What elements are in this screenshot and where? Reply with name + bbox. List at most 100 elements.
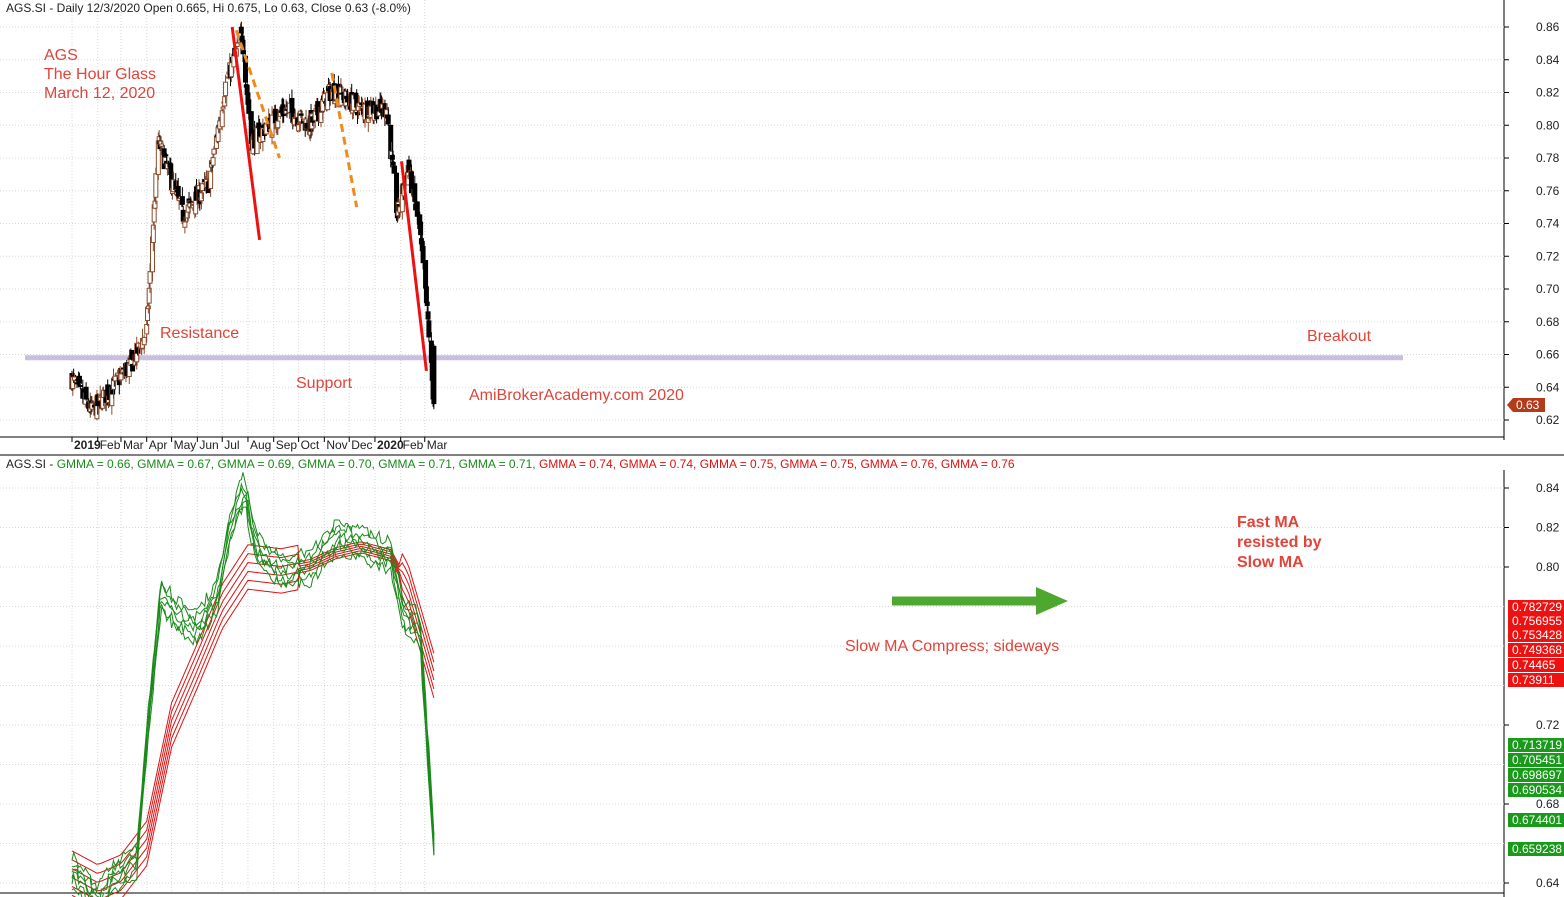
- price-tick-label: 0.72: [1536, 249, 1560, 263]
- candle-body: [219, 110, 225, 128]
- gmma-tick-label: 0.82: [1536, 521, 1560, 535]
- trend-line: [234, 29, 281, 159]
- candle-body: [150, 224, 156, 244]
- gmma-legend-item: GMMA = 0.71,: [459, 457, 539, 471]
- candle-body: [83, 386, 89, 400]
- slow-value-label: 0.73911: [1512, 673, 1555, 687]
- price-tick-label: 0.64: [1536, 380, 1560, 394]
- candle-body: [275, 120, 281, 129]
- annotation-support: Support: [296, 375, 353, 392]
- annotation-hour-glass: The Hour Glass: [44, 66, 156, 83]
- candle-body: [424, 301, 430, 307]
- candle-body: [390, 162, 396, 166]
- gmma-legend-item: GMMA = 0.75,: [780, 457, 860, 471]
- candle-body: [163, 154, 169, 157]
- candle-body: [296, 122, 302, 125]
- gmma-legend-item: GMMA = 0.76: [941, 457, 1015, 471]
- fast-value-label: 0.698697: [1512, 768, 1562, 782]
- candle-body: [298, 113, 304, 116]
- gmma-legend-item: GMMA = 0.66,: [57, 457, 137, 471]
- price-tick-label: 0.62: [1536, 413, 1560, 427]
- sideways-arrow-head: [1036, 587, 1068, 615]
- slow-value-box: [1508, 673, 1564, 687]
- trend-line: [330, 72, 359, 208]
- sideways-arrow: [892, 587, 1068, 615]
- candle-body: [391, 165, 397, 174]
- candle-body: [423, 259, 429, 289]
- fast-value-label: 0.705451: [1512, 753, 1562, 767]
- fast-value-box: [1508, 813, 1564, 827]
- candle-body: [179, 196, 185, 205]
- candle-body: [414, 201, 420, 217]
- candle-body: [146, 287, 152, 304]
- candle-body: [147, 271, 153, 284]
- candle-body: [180, 209, 186, 222]
- month-tick-label: Dec: [351, 438, 372, 452]
- candle-body: [365, 117, 371, 123]
- gmma-fast-lines: [71, 472, 435, 897]
- annotation-fast-ma-2: resisted by: [1237, 534, 1322, 551]
- month-tick-label: Apr: [149, 438, 168, 452]
- candle-body: [198, 192, 204, 202]
- price-tick-label: 0.84: [1536, 53, 1560, 67]
- candle-body: [159, 143, 165, 147]
- candle-body: [418, 221, 424, 236]
- month-tick-label: Aug: [250, 438, 271, 452]
- month-tick-label: Sep: [276, 438, 298, 452]
- month-tick-label: 2020: [377, 438, 404, 452]
- month-tick-label: Oct: [301, 438, 320, 452]
- fast-value-box: [1508, 753, 1564, 767]
- gmma-panel-title: AGS.SI - GMMA = 0.66, GMMA = 0.67, GMMA …: [6, 457, 1015, 471]
- gmma-fast-line: [71, 486, 435, 897]
- price-y-ticks: 0.86 0.84 0.82 0.80 0.78 0.76 0.74 0.72 0.70 0.68…: [1504, 20, 1560, 427]
- trend-lines: [230, 26, 428, 372]
- candle-body: [145, 306, 151, 322]
- month-tick-label: Mar: [123, 438, 144, 452]
- candle-body: [77, 384, 83, 387]
- gmma-legend-item: GMMA = 0.71,: [378, 457, 458, 471]
- gmma-slow-lines: [71, 541, 435, 897]
- slow-value-label: 0.782729: [1512, 600, 1562, 614]
- candle-body: [238, 26, 244, 34]
- price-tick-label: 0.76: [1536, 184, 1560, 198]
- candle-body: [210, 157, 216, 166]
- candle-body: [211, 148, 217, 155]
- gmma-symbol: AGS.SI: [6, 457, 46, 471]
- gmma-slow-line: [71, 548, 435, 892]
- candle-body: [144, 323, 150, 335]
- month-tick-label: 2019: [74, 438, 101, 452]
- gmma-fast-line: [71, 499, 435, 897]
- candle-body: [426, 320, 432, 338]
- month-tick-label: Jun: [199, 438, 218, 452]
- candle-body: [431, 345, 437, 405]
- date-x-ticks: 2019 Feb Mar Apr May Jun Jul Aug Sep Oct Nov Dec 202…: [71, 0, 448, 893]
- gmma-legend-item: GMMA = 0.74,: [539, 457, 619, 471]
- gmma-tick-label: 0.80: [1536, 560, 1560, 574]
- annotation-fast-ma-1: Fast MA: [1237, 514, 1300, 531]
- fast-value-box: [1508, 842, 1564, 856]
- candle-body: [385, 114, 391, 125]
- annotation-date: March 12, 2020: [44, 85, 155, 102]
- slow-value-label: 0.749368: [1512, 643, 1562, 657]
- gmma-slow-line: [71, 550, 435, 897]
- fast-value-label: 0.690534: [1512, 783, 1562, 797]
- candle-body: [153, 173, 159, 198]
- fast-value-box: [1508, 738, 1564, 752]
- price-tick-label: 0.80: [1536, 118, 1560, 132]
- candle-body: [223, 81, 229, 97]
- gmma-tick-label: 0.64: [1536, 876, 1560, 890]
- annotation-breakout: Breakout: [1307, 328, 1372, 345]
- month-tick-label: Mar: [427, 438, 448, 452]
- gmma-fast-line: [71, 472, 435, 891]
- price-tick-label: 0.68: [1536, 315, 1560, 329]
- candle-body: [296, 124, 302, 132]
- candlestick-series: [69, 21, 437, 421]
- fast-value-box: [1508, 768, 1564, 782]
- month-tick-label: Jul: [224, 438, 239, 452]
- fast-value-box: [1508, 783, 1564, 797]
- candle-body: [297, 110, 303, 123]
- price-tick-label: 0.66: [1536, 348, 1560, 362]
- fast-value-label: 0.674401: [1512, 813, 1562, 827]
- annotation-ags: AGS: [44, 47, 78, 64]
- gmma-slow-line: [71, 543, 435, 874]
